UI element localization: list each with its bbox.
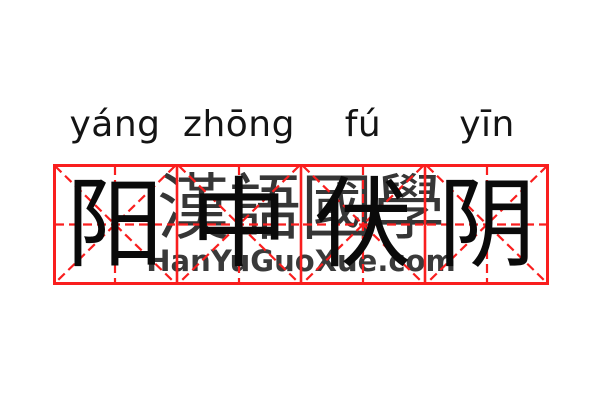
hanzi-character: 阳: [65, 167, 164, 282]
pinyin-syllable: yáng: [69, 104, 161, 145]
pinyin-row: yáng zhōng fú yīn: [53, 103, 549, 147]
hanzi-character: 阴: [437, 167, 536, 282]
grid-box: [178, 165, 300, 284]
tianzige-grid: 漢語國學 HanYuGuoXue.com: [53, 164, 549, 285]
pinyin-syllable: zhōng: [183, 104, 295, 145]
hanzi-character: 中: [189, 167, 288, 282]
grid-box: [54, 165, 176, 284]
grid-box: [426, 165, 548, 284]
grid-box: [302, 165, 424, 284]
grid-lines-svg: [53, 164, 549, 285]
pinyin-syllable: yīn: [459, 104, 515, 145]
pinyin-syllable: fú: [344, 104, 382, 145]
hanzi-row: 阳 中 伏 阴: [53, 164, 549, 285]
hanzi-character: 伏: [313, 167, 412, 282]
